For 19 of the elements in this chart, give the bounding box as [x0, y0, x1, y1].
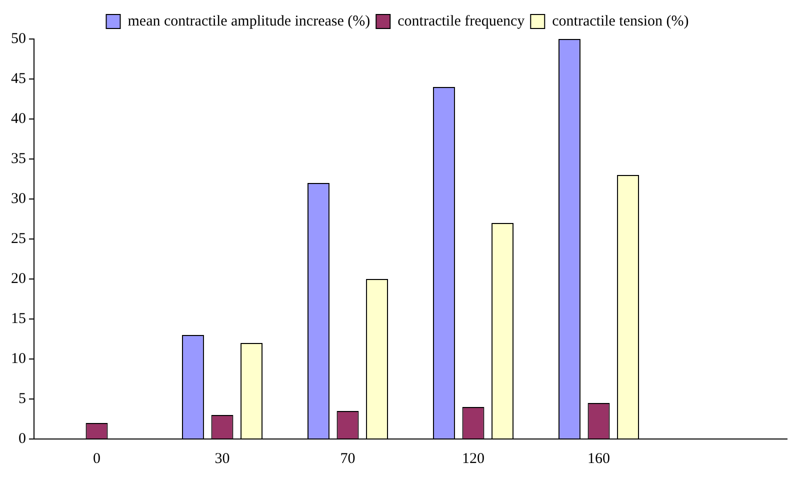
y-tick-label: 10 [11, 350, 26, 367]
y-tick-label: 50 [11, 30, 26, 47]
y-tick-label: 15 [11, 310, 26, 327]
y-tick-label: 20 [11, 270, 26, 287]
legend-label: contractile tension (%) [552, 13, 689, 30]
y-tick-label: 5 [18, 390, 26, 407]
x-tick-label: 30 [214, 450, 230, 467]
y-tick-label: 25 [11, 230, 26, 247]
y-tick-label: 30 [11, 190, 26, 207]
y-tick-label: 0 [18, 430, 26, 447]
x-tick-label: 160 [588, 450, 610, 467]
x-tick-label: 0 [93, 450, 100, 467]
legend-label: mean contractile amplitude increase (%) [128, 13, 370, 30]
y-tick-label: 40 [11, 110, 26, 127]
y-tick-label: 45 [11, 70, 26, 87]
x-tick-label: 120 [462, 450, 484, 467]
y-tick-label: 35 [11, 150, 26, 167]
x-tick-label: 70 [340, 450, 356, 467]
legend-label: contractile frequency [398, 13, 526, 30]
